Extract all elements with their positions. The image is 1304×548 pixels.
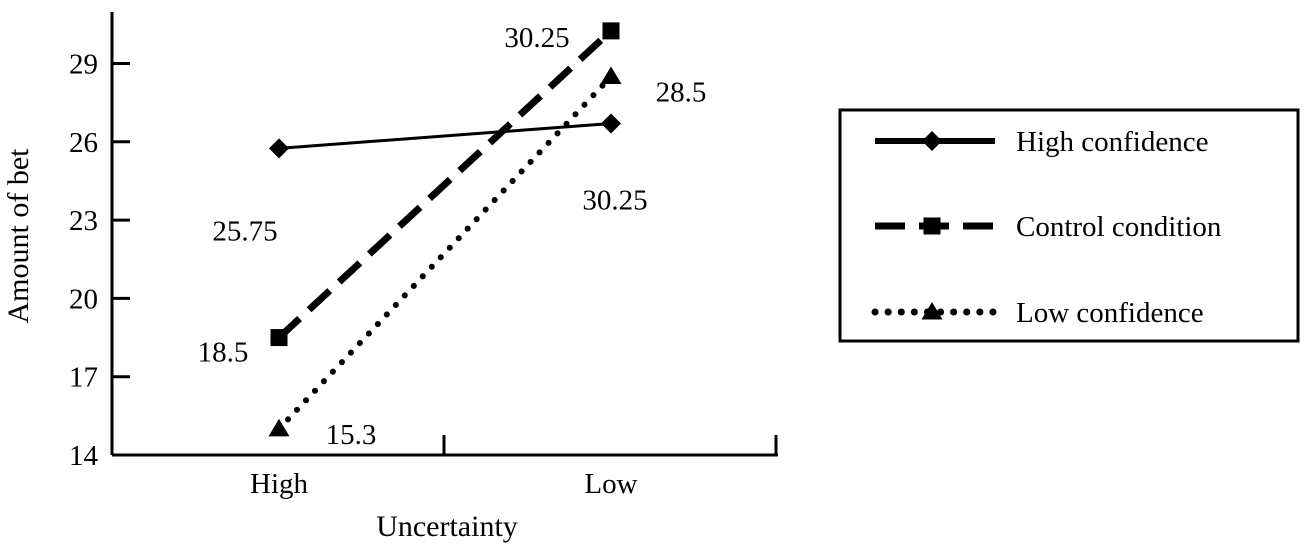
data-label: 28.5: [656, 77, 707, 109]
legend-box: [838, 108, 1300, 343]
data-label: 30.25: [504, 22, 569, 54]
y-tick-label: 23: [69, 205, 98, 237]
series-control-condition: [270, 22, 620, 347]
legend: High confidence Control condition Low conf…: [838, 108, 1300, 343]
series-line: [276, 28, 614, 341]
legend-marker: [921, 302, 943, 320]
x-tick-label: High: [250, 468, 309, 500]
data-point-marker: [601, 113, 621, 134]
series-layer: [268, 22, 622, 437]
data-label: 18.5: [198, 337, 249, 369]
legend-label: Control condition: [1016, 211, 1222, 243]
legend-item: High confidence: [875, 126, 1208, 158]
legend-marker: [923, 217, 941, 235]
y-tick-label: 26: [69, 127, 98, 159]
data-label: 30.25: [582, 185, 647, 217]
legend-marker: [922, 131, 942, 151]
data-label: 15.3: [326, 419, 377, 451]
y-tick-label: 20: [69, 283, 98, 315]
x-axis-label: Uncertainty: [376, 510, 518, 543]
y-axis-label: Amount of bet: [2, 148, 35, 324]
data-point-marker: [602, 22, 620, 40]
legend-item: Control condition: [875, 211, 1222, 243]
series-line: [276, 73, 614, 432]
series-line: [278, 122, 612, 150]
y-tick-label: 14: [69, 440, 99, 472]
data-point-marker: [270, 329, 288, 347]
data-point-marker: [268, 418, 290, 437]
legend-label: Low confidence: [1016, 297, 1204, 329]
series-high-confidence: [269, 113, 621, 159]
legend-label: High confidence: [1016, 126, 1208, 158]
x-tick-label: Low: [584, 468, 637, 500]
data-point-marker: [269, 138, 289, 159]
series-low-confidence: [268, 66, 622, 437]
y-tick-label: 29: [69, 49, 98, 81]
axes: [110, 12, 778, 457]
y-ticks: 14 17 20 23 26 29: [69, 49, 130, 472]
legend-item: Low confidence: [871, 297, 1204, 329]
data-point-marker: [600, 66, 622, 85]
data-label: 25.75: [212, 215, 277, 247]
x-ticks: High Low: [250, 468, 638, 500]
data-labels: 25.75 30.25 18.5 30.25 15.3 28.5: [198, 22, 707, 451]
y-tick-label: 17: [69, 362, 98, 394]
